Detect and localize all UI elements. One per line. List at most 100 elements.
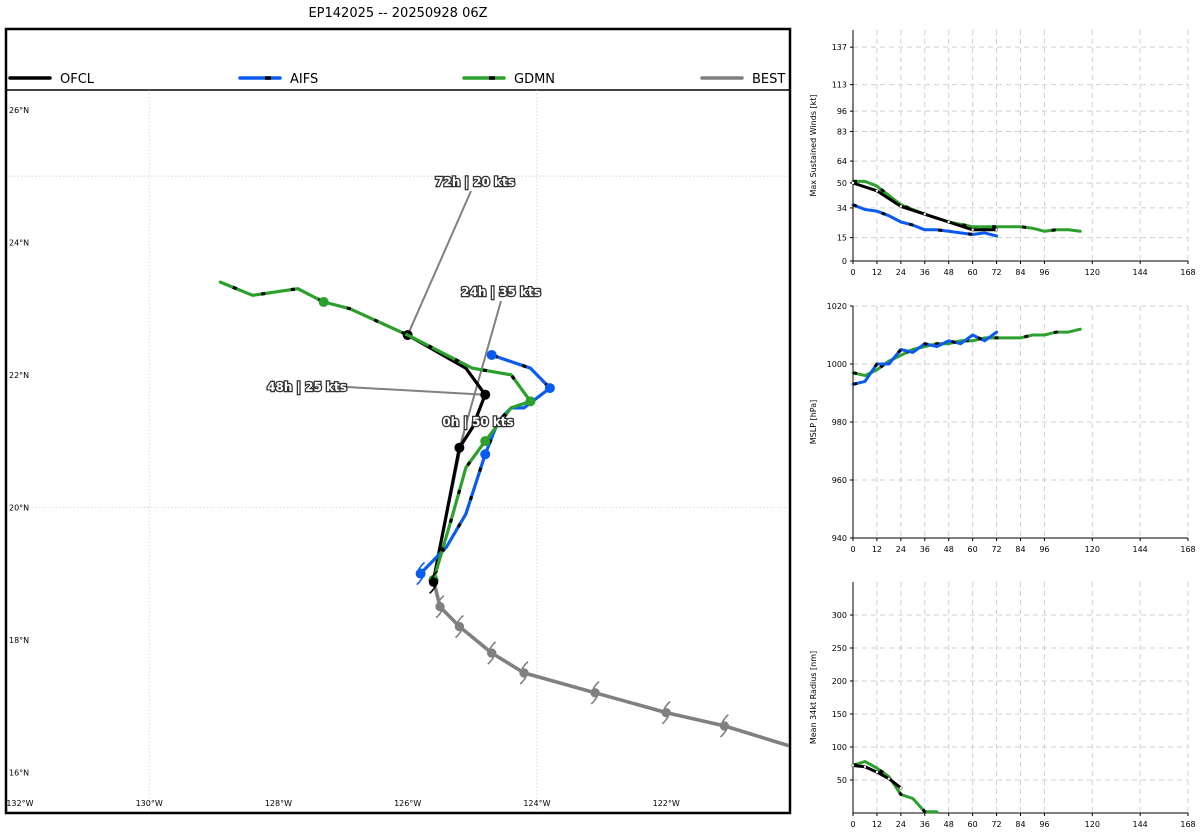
y-tick-label: 940 [832,534,847,543]
y-tick-label: 960 [832,476,847,485]
x-tick-label: 72 [991,820,1001,829]
best-track-storm-marker [454,614,465,639]
y-tick-label: 100 [832,743,847,752]
y-tick-label: 137 [832,43,847,52]
best-track-storm-marker-arm-top [663,700,671,710]
y-tick-label: 250 [832,644,847,653]
legend-label-aifs: AIFS [290,72,318,87]
y-tick-label: 83 [837,127,847,136]
x-tick-label: 72 [991,545,1001,554]
best-track-storm-marker-arm-bottom [487,656,495,665]
map-lon-label: 128°W [265,799,292,808]
x-tick-label: 144 [1133,545,1148,554]
series-point-ofcl [995,228,998,231]
pressure-panel: 0 12 24 36 48 60 72 84 96 120 144 168 940 960 980 1000 1… [809,302,1196,554]
track-point-ofcl [480,389,491,400]
best-track-storm-marker [661,700,671,725]
map-lat-label: 18°N [9,636,29,645]
best-track-storm-marker-arm-top [521,661,529,670]
best-track-storm-marker-core [454,621,465,632]
series-point-ofcl [971,228,974,231]
map-lat-label: 26°N [9,106,29,115]
x-tick-label: 84 [1015,268,1025,277]
annotation-label: 0h | 50 kts [442,415,513,429]
aifs-initial-storm-marker-arm-top [417,561,426,570]
wind-intensity-panel: 0 12 24 36 48 60 72 84 96 120 144 168 0 15 34 50 64 83 96 1… [809,30,1196,277]
best-track-storm-marker-arm-top [437,594,445,604]
x-tick-label: 168 [1180,268,1195,277]
track-point-gdmn [318,296,329,307]
best-track-storm-marker-core [435,601,445,612]
x-tick-label: 60 [968,820,978,829]
series-point-ofcl [899,786,903,790]
best-track-storm-marker-arm-bottom [661,716,669,725]
track-point-aifs [480,449,491,460]
x-tick-label: 36 [920,545,930,554]
annotation-label: 72h | 20 kts [435,175,515,189]
ofcl-initial-storm-marker-arm-top [430,570,438,579]
figure-title: EP142025 -- 20250928 06Z [308,6,487,21]
aifs-initial-storm-marker-arm-bottom [416,577,424,586]
track-line-ofcl [406,333,487,582]
x-tick-label: 0 [850,820,855,829]
radius-panel: 0 12 24 36 48 60 72 84 96 120 144 168 50 100 150 200 250… [809,582,1196,829]
x-tick-label: 84 [1015,545,1025,554]
best-track-storm-marker-core [590,688,600,698]
best-track-storm-marker-arm-bottom [590,696,598,705]
annotation-leader [346,386,486,396]
x-tick-label: 96 [1039,545,1049,554]
track-line-gdmn-dash [219,280,533,581]
panel-ylabel: Max Sustained Winds [kt] [809,94,818,196]
x-tick-label: 144 [1133,268,1148,277]
x-tick-label: 168 [1180,820,1195,829]
y-tick-label: 96 [837,107,847,116]
best-track-storm-marker [590,681,600,705]
y-tick-label: 50 [837,776,847,785]
track-point-aifs [544,383,555,394]
x-tick-label: 84 [1015,820,1025,829]
x-tick-label: 72 [991,268,1001,277]
x-tick-label: 36 [920,820,930,829]
x-tick-label: 120 [1085,820,1100,829]
best-track-storm-marker-core [487,648,497,658]
y-tick-label: 50 [837,179,847,188]
tracks [218,190,789,748]
y-tick-label: 113 [832,81,847,90]
best-track-storm-marker-arm-top [456,614,464,623]
y-tick-label: 150 [832,710,847,719]
ofcl-initial-storm-marker [428,570,439,594]
x-tick-label: 60 [968,545,978,554]
x-tick-label: 48 [944,820,954,829]
best-track-storm-marker-arm-top [592,681,600,690]
annotation-leader [458,300,502,448]
x-tick-label: 12 [872,268,882,277]
y-tick-label: 64 [837,157,847,166]
best-track-storm-marker-core [519,668,529,678]
x-tick-label: 36 [920,268,930,277]
panel-ylabel: Mean 34kt Radius [nm] [809,651,818,744]
track-map: 132°W 130°W 128°W 126°W 124°W 122°W 26°N 24°N 22… [4,27,792,815]
x-tick-label: 12 [872,820,882,829]
best-track-storm-marker [719,714,730,738]
legend-label-ofcl: OFCL [60,72,95,87]
x-tick-label: 144 [1133,820,1148,829]
series-point-ofcl [875,189,879,192]
x-tick-label: 24 [896,545,906,554]
y-tick-label: 34 [837,204,847,213]
best-track-storm-marker-arm-bottom [435,610,443,619]
series-point-ofcl [887,777,891,780]
series-line-gdmn [851,327,1082,378]
series-line-aifs-dash [852,330,998,386]
x-tick-label: 120 [1085,268,1100,277]
best-track-storm-marker-core [719,721,730,731]
x-tick-label: 96 [1039,820,1049,829]
map-lon-label: 130°W [136,799,163,808]
best-track-storm-marker-arm-bottom [519,676,527,685]
x-tick-label: 96 [1039,268,1049,277]
best-track-storm-marker [435,594,445,619]
y-tick-label: 0 [842,257,847,266]
map-frame [4,27,792,815]
best-track-storm-marker [519,661,529,685]
track-best [431,578,789,748]
